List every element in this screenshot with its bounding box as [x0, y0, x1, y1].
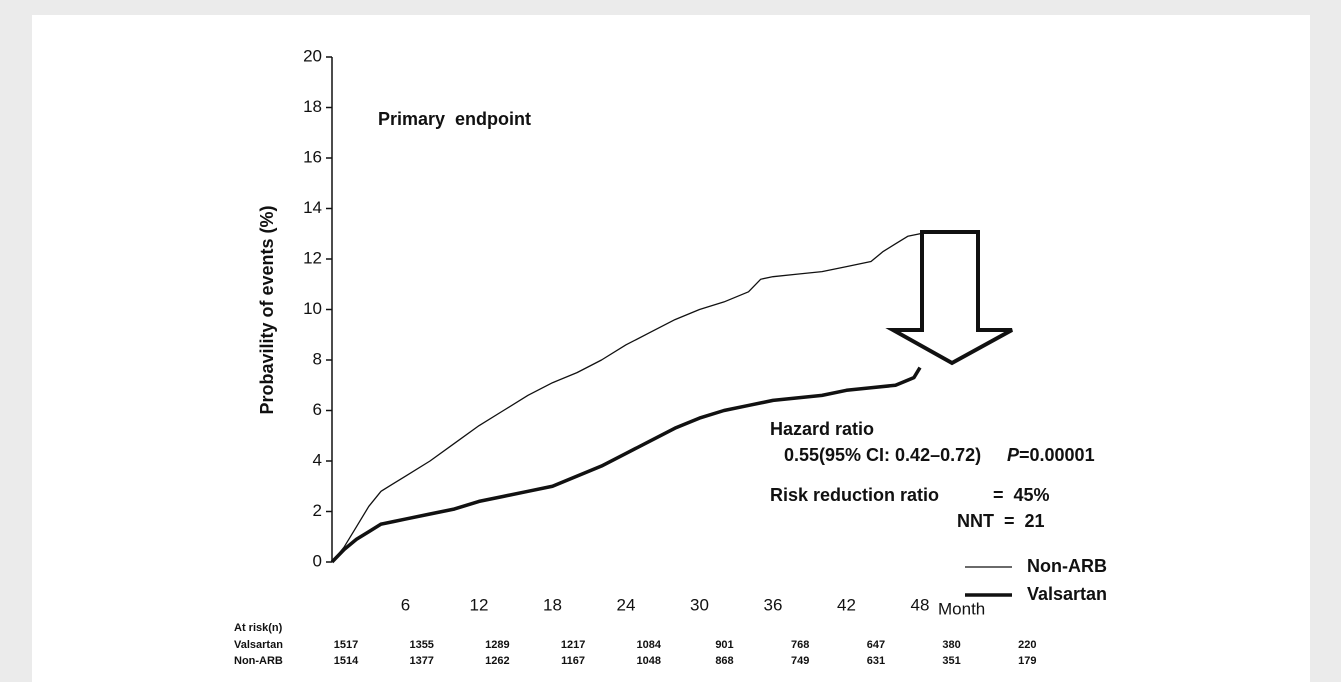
reduction-arrow [885, 230, 1013, 366]
nnt: NNT = 21 [957, 511, 1045, 531]
y-tick-label: 10 [303, 299, 322, 318]
at-risk-count: 380 [942, 639, 960, 651]
at-risk-count: 220 [1018, 639, 1036, 651]
at-risk-count: 768 [791, 639, 809, 651]
at-risk-count: 1167 [561, 655, 585, 667]
at-risk-count: 901 [715, 639, 733, 651]
at-risk-count: 1262 [485, 655, 509, 667]
at-risk-count: 749 [791, 655, 809, 667]
at-risk-count: 647 [867, 639, 885, 651]
at-risk-count: 631 [867, 655, 885, 667]
x-axis-label: Month [938, 599, 985, 618]
at-risk-count: 1217 [561, 639, 585, 651]
y-tick-label: 6 [313, 400, 322, 419]
series-line [330, 366, 922, 564]
at-risk-count: 1377 [409, 655, 433, 667]
at-risk-count: 1048 [637, 655, 661, 667]
y-tick-label: 8 [313, 349, 322, 368]
at-risk-count: 1517 [334, 639, 358, 651]
x-tick-label: 42 [837, 595, 856, 614]
at-risk-count: 1355 [409, 639, 433, 651]
x-tick-label: 36 [764, 595, 783, 614]
hazard-ci: 0.55(95% CI: 0.42–0.72) [784, 445, 981, 465]
hazard-title: Hazard ratio [770, 419, 874, 439]
at-risk-row-label: Valsartan [234, 639, 283, 651]
p-value: =0.00001 [1019, 445, 1095, 465]
x-tick-label: 6 [401, 595, 410, 614]
series-line [331, 230, 933, 563]
p-label: P [1007, 445, 1020, 465]
at-risk-count: 351 [942, 655, 960, 667]
x-tick-label: 12 [470, 595, 489, 614]
y-tick-label: 16 [303, 147, 322, 166]
y-tick-label: 14 [303, 198, 322, 217]
x-tick-label: 18 [543, 595, 562, 614]
y-tick-label: 18 [303, 97, 322, 116]
at-risk-count: 1084 [637, 639, 662, 651]
y-axis-label: Probavility of events (%) [257, 205, 277, 414]
at-risk-row-label: Non-ARB [234, 655, 283, 667]
y-tick-label: 0 [313, 551, 322, 570]
rrr-label: Risk reduction ratio [770, 485, 939, 505]
at-risk-title: At risk(n) [234, 622, 283, 634]
rrr-value: = 45% [993, 485, 1050, 505]
chart-title: Primary endpoint [378, 109, 531, 129]
panel [32, 15, 1310, 682]
y-tick-label: 20 [303, 46, 322, 65]
x-tick-label: 48 [911, 595, 930, 614]
at-risk-count: 868 [715, 655, 733, 667]
at-risk-count: 1289 [485, 639, 509, 651]
at-risk-count: 179 [1018, 655, 1036, 667]
y-tick-label: 12 [303, 248, 322, 267]
y-tick-label: 2 [313, 501, 322, 520]
legend-label: Non-ARB [1027, 556, 1107, 576]
at-risk-count: 1514 [334, 655, 359, 667]
y-tick-label: 4 [313, 450, 322, 469]
x-tick-label: 30 [690, 595, 709, 614]
legend-label: Valsartan [1027, 584, 1107, 604]
x-tick-label: 24 [617, 595, 636, 614]
